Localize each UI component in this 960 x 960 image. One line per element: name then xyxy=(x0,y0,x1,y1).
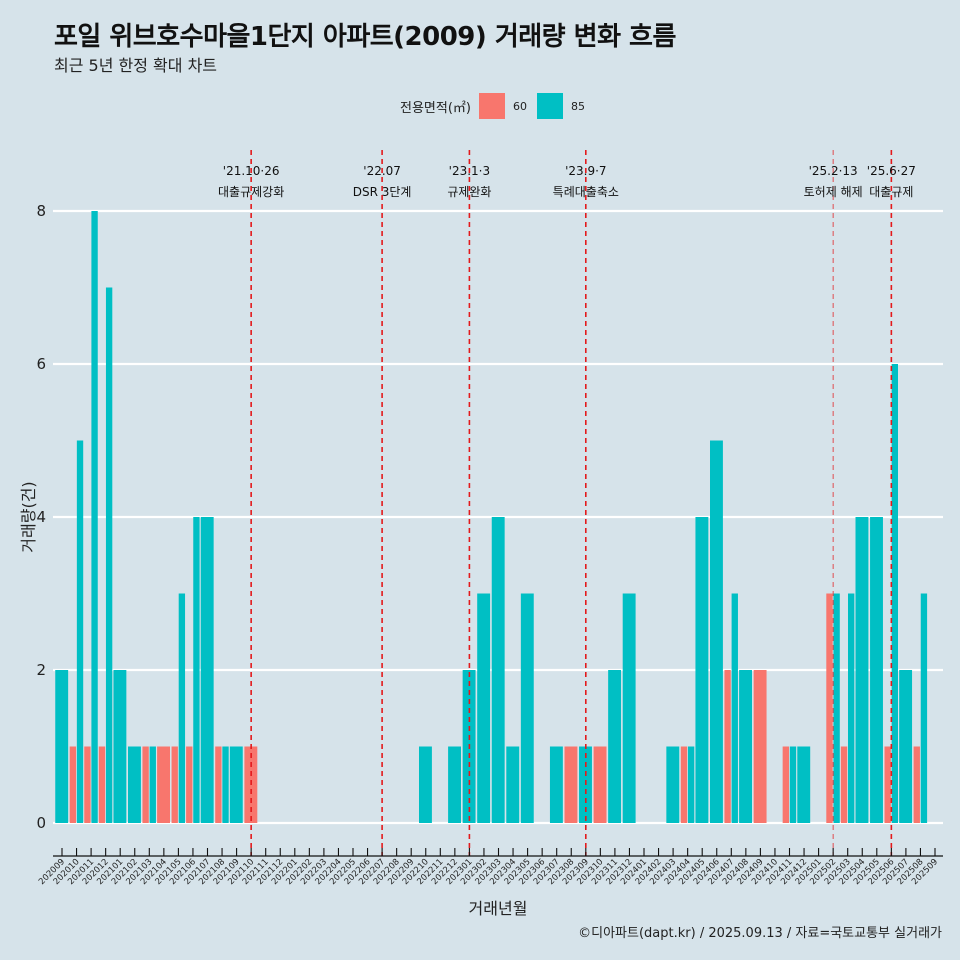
legend-swatch-85 xyxy=(536,93,563,119)
bar-85-202107 xyxy=(200,517,214,823)
chart-title: 포일 위브호수마을1단지 아파트(2009) 거래량 변화 흐름 xyxy=(54,22,676,52)
bar-85-202212 xyxy=(448,746,461,823)
bar-85-202109 xyxy=(229,746,243,823)
bar-60-202411 xyxy=(782,746,789,823)
bar-85-202311 xyxy=(608,670,622,823)
bar-85-202506 xyxy=(891,364,898,823)
event-label: 대출규제 xyxy=(869,185,913,199)
event-label: 토허제 해제 xyxy=(804,185,863,199)
event-date: '23.9·7 xyxy=(565,164,606,178)
chart-subtitle: 최근 5년 한정 확대 차트 xyxy=(54,56,218,75)
bar-85-202103 xyxy=(149,746,156,823)
bar-60-202012 xyxy=(98,746,106,823)
bar-60-202104 xyxy=(157,746,170,823)
bar-60-202105 xyxy=(171,746,178,823)
legend: 전용면적(㎡) 60 85 xyxy=(400,93,595,119)
bar-60-202011 xyxy=(84,746,91,823)
bar-85-202411 xyxy=(789,746,797,823)
x-axis-title: 거래년월 xyxy=(469,899,528,918)
legend-swatch-60 xyxy=(478,93,505,119)
bar-85-202505 xyxy=(870,517,883,823)
bar-85-202407 xyxy=(731,593,738,823)
legend-label-85: 85 xyxy=(570,99,585,113)
bar-85-202305 xyxy=(520,593,534,823)
bar-85-202108 xyxy=(222,746,229,823)
bar-60-202310 xyxy=(593,746,607,823)
bar-85-202502 xyxy=(833,593,840,823)
bar-85-202303 xyxy=(491,517,505,823)
legend-label-60: 60 xyxy=(512,99,527,113)
bar-85-202504 xyxy=(855,517,869,823)
bar-60-202506 xyxy=(884,746,891,823)
event-lines xyxy=(250,150,893,856)
bar-85-202011 xyxy=(91,211,98,823)
bar-85-202403 xyxy=(666,746,680,823)
bar-85-202210 xyxy=(419,746,432,823)
event-date: '21.10·26 xyxy=(223,164,280,178)
event-label: 특례대출축소 xyxy=(553,185,619,199)
y-axis-labels: 0 2 4 6 8 xyxy=(36,202,46,832)
bar-60-202404 xyxy=(680,746,688,823)
bar-60-202010 xyxy=(69,746,77,823)
y-axis-title: 거래량(건) xyxy=(19,481,38,552)
event-date: '23.1·3 xyxy=(449,164,490,178)
bar-60-202308 xyxy=(564,746,578,823)
y-tick-label: 0 xyxy=(36,814,46,832)
bar-85-202408 xyxy=(739,670,752,823)
bar-60-202409 xyxy=(753,670,767,823)
bars xyxy=(55,211,928,823)
bar-85-202312 xyxy=(622,593,636,823)
bar-85-202101 xyxy=(113,670,127,823)
legend-title: 전용면적(㎡) xyxy=(400,100,471,116)
bar-60-202508 xyxy=(913,746,920,823)
bar-85-202009 xyxy=(55,670,69,823)
bar-60-202108 xyxy=(215,746,222,823)
bar-60-202103 xyxy=(142,746,149,823)
bar-85-202302 xyxy=(477,593,491,823)
bar-85-202508 xyxy=(920,593,928,823)
y-tick-label: 2 xyxy=(36,661,46,679)
bar-85-202503 xyxy=(848,593,855,823)
event-label: 대출규제강화 xyxy=(218,185,284,199)
bar-60-202502 xyxy=(826,593,833,823)
event-label: DSR 3단계 xyxy=(353,185,412,199)
event-label: 규제완화 xyxy=(447,185,491,199)
bar-85-202105 xyxy=(178,593,186,823)
bar-85-202307 xyxy=(549,746,563,823)
bar-60-202407 xyxy=(724,670,731,823)
bar-60-202503 xyxy=(840,746,848,823)
event-date: '25.6·27 xyxy=(867,164,916,178)
x-axis: 2020092020102020112020122021012021022021… xyxy=(37,848,943,887)
event-date: '22.07 xyxy=(363,164,401,178)
bar-85-202102 xyxy=(128,746,141,823)
bar-85-202507 xyxy=(899,670,913,823)
bar-85-202404 xyxy=(687,746,695,823)
event-date: '25.2·13 xyxy=(809,164,858,178)
y-tick-label: 8 xyxy=(36,202,46,220)
event-annotations: '21.10·26 대출규제강화 '22.07 DSR 3단계 '23.1·3 규제완화 '… xyxy=(218,164,916,199)
bar-60-202106 xyxy=(186,746,193,823)
y-tick-label: 6 xyxy=(36,355,46,373)
bar-85-202406 xyxy=(710,440,723,823)
y-tick-label: 4 xyxy=(36,508,46,526)
bar-85-202106 xyxy=(193,517,200,823)
bar-85-202405 xyxy=(695,517,709,823)
bar-85-202412 xyxy=(797,746,811,823)
source-caption: ©디아파트(dapt.kr) / 2025.09.13 / 자료=국토교통부 실… xyxy=(578,926,942,941)
bar-85-202304 xyxy=(506,746,520,823)
bar-85-202012 xyxy=(105,287,113,823)
bar-85-202010 xyxy=(76,440,84,823)
